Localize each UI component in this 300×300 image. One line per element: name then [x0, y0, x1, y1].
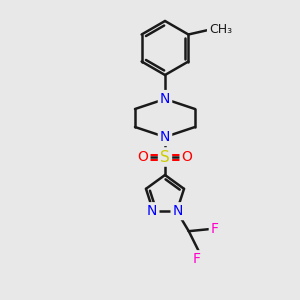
Text: N: N: [160, 130, 170, 144]
Text: O: O: [138, 150, 148, 164]
Text: CH₃: CH₃: [209, 23, 232, 36]
Text: O: O: [182, 150, 192, 164]
Text: N: N: [147, 204, 158, 218]
Text: F: F: [211, 222, 219, 236]
Text: N: N: [172, 204, 183, 218]
Text: F: F: [193, 252, 201, 266]
Text: N: N: [160, 92, 170, 106]
Text: S: S: [160, 149, 170, 164]
